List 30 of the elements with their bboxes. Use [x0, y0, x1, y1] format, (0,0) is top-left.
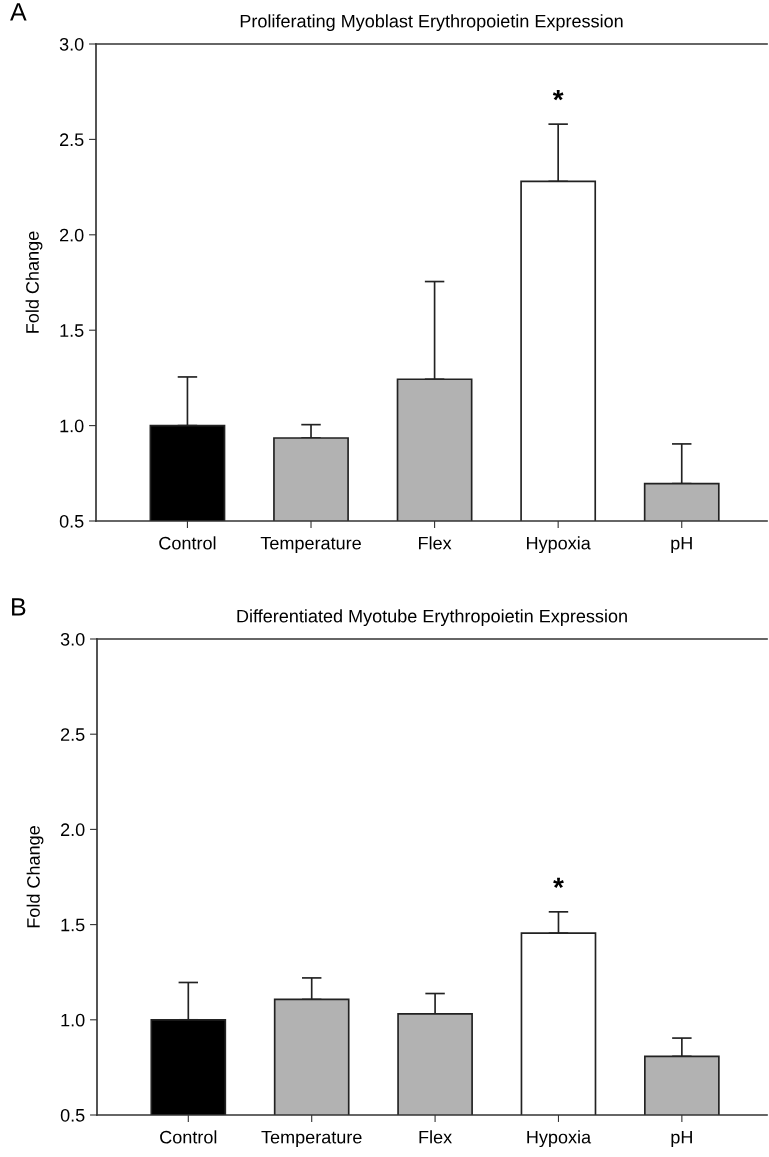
- y-tick-label: 0.5: [59, 514, 84, 528]
- text: A: [10, 3, 27, 21]
- x-tick-label: Hypoxia: [527, 1130, 592, 1148]
- y-axis-title: Fold Change: [26, 826, 44, 928]
- x-tick-label: Temperature: [260, 536, 361, 554]
- x-tick-label: Control: [160, 1130, 217, 1144]
- x-tick-label: Control: [159, 536, 216, 550]
- y-tick-label: 0.5: [60, 1108, 85, 1122]
- chart-title: Proliferating Myoblast Erythropoietin Expression: [240, 14, 623, 32]
- y-tick-label: 1.0: [60, 419, 84, 433]
- x-tick-label: Hypoxia: [527, 536, 591, 554]
- x-tick-label: pH: [671, 1130, 692, 1148]
- x-tick-label: Temperature: [261, 1130, 362, 1148]
- y-tick-label: 2.0: [60, 228, 84, 242]
- annotation: *: [553, 877, 564, 889]
- y-tick-label: 1.5: [61, 918, 85, 932]
- annotation: *: [552, 89, 564, 101]
- y-tick-label: 3.0: [59, 37, 84, 51]
- y-tick-label: 1.0: [61, 1013, 85, 1027]
- x-tick-label: Flex: [419, 1130, 452, 1144]
- y-tick-label: 2.0: [61, 823, 85, 837]
- x-tick-label: pH: [671, 536, 692, 554]
- x-tick-label: Flex: [419, 536, 452, 550]
- text: B: [12, 598, 26, 616]
- y-tick-label: 3.0: [60, 632, 85, 646]
- y-tick-label: 2.5: [61, 728, 85, 741]
- y-tick-label: 1.5: [60, 324, 84, 337]
- chart-title: Differentiated Myotube Erythropoietin Expression: [237, 609, 627, 627]
- y-axis-title: Fold Change: [25, 231, 43, 333]
- y-tick-label: 2.5: [60, 133, 84, 147]
